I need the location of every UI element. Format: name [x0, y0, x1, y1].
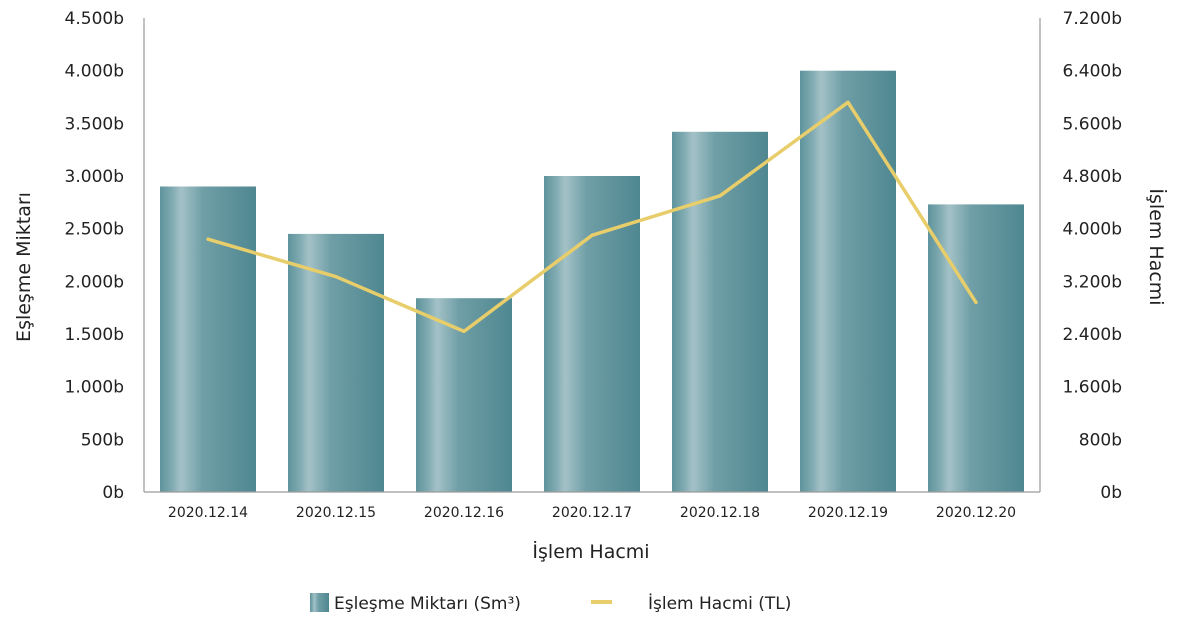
x-tick: 2020.12.15	[296, 505, 376, 521]
y-tick-left: 0b	[102, 483, 124, 503]
line-islem-hacmi	[206, 100, 978, 334]
y-tick-right: 1.600b	[1063, 378, 1122, 398]
y-tick-left: 500b	[81, 430, 124, 450]
y-axis-title-right: İşlem Hacmi	[1145, 188, 1168, 305]
x-axis-title: İşlem Hacmi	[532, 540, 649, 563]
y-tick-right: 4.800b	[1063, 167, 1122, 187]
y-tick-left: 1.000b	[65, 378, 124, 398]
bar-2020.12.15	[288, 233, 384, 492]
legend-line-label: İşlem Hacmi (TL)	[648, 593, 791, 614]
y-tick-right: 3.200b	[1063, 272, 1122, 292]
x-tick: 2020.12.14	[168, 505, 248, 521]
y-tick-left: 4.000b	[65, 62, 124, 82]
y-tick-left: 3.000b	[65, 167, 124, 187]
y-tick-left: 4.500b	[65, 9, 124, 29]
bar-2020.12.19	[800, 70, 896, 492]
x-tick: 2020.12.20	[936, 505, 1016, 521]
y-tick-right: 800b	[1079, 430, 1122, 450]
y-ticks-left: 0b 500b 1.000b 1.500b 2.000b 2.500b 3.000b 3.50…	[65, 9, 124, 503]
y-tick-left: 3.500b	[65, 114, 124, 134]
y-tick-right: 4.000b	[1063, 220, 1122, 240]
legend-bar-swatch	[310, 593, 329, 612]
y-tick-right: 7.200b	[1063, 9, 1122, 29]
y-ticks-right: 0b 800b 1.600b 2.400b 3.200b 4.000b 4.800b 5.60…	[1063, 9, 1122, 503]
bar-2020.12.14	[160, 186, 256, 492]
y-tick-left: 2.000b	[65, 272, 124, 292]
x-tick: 2020.12.18	[680, 505, 760, 521]
bar-2020.12.17	[544, 176, 640, 492]
y-tick-left: 1.500b	[65, 325, 124, 345]
line-series	[206, 100, 978, 334]
y-axis-title-left: Eşleşme Miktarı	[13, 192, 35, 342]
x-tick: 2020.12.17	[552, 505, 632, 521]
y-tick-right: 2.400b	[1063, 325, 1122, 345]
y-tick-right: 6.400b	[1063, 62, 1122, 82]
x-ticks: 2020.12.14 2020.12.15 2020.12.16 2020.12.17…	[168, 505, 1016, 521]
y-tick-right: 0b	[1100, 483, 1122, 503]
axes	[143, 18, 1041, 493]
bar-series	[160, 70, 1024, 493]
y-tick-left: 2.500b	[65, 220, 124, 240]
x-tick: 2020.12.19	[808, 505, 888, 521]
x-tick: 2020.12.16	[424, 505, 504, 521]
legend-line-swatch	[591, 600, 612, 604]
bar-2020.12.18	[672, 131, 768, 493]
bar-2020.12.16	[416, 298, 512, 492]
legend: Eşleşme Miktarı (Sm³) İşlem Hacmi (TL)	[310, 593, 791, 614]
y-tick-right: 5.600b	[1063, 114, 1122, 134]
legend-bar-label: Eşleşme Miktarı (Sm³)	[334, 594, 521, 614]
